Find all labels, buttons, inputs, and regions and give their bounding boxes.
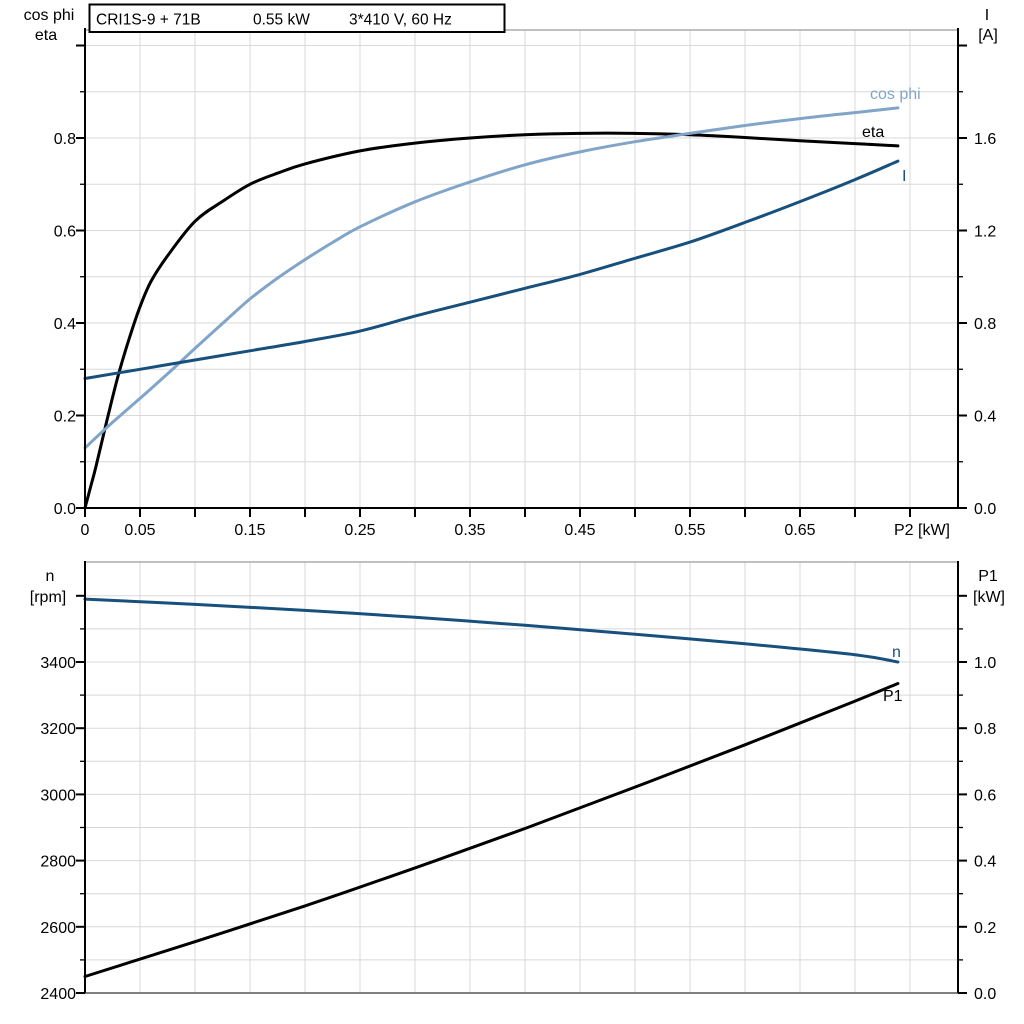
chart2-right-tick-label: 1.0	[974, 655, 996, 672]
chart1-left-axis-title-line1: cos phi	[24, 7, 75, 24]
chart1-x-tick-label: 0.45	[564, 522, 595, 539]
chart1-x-tick-label: 0.55	[674, 522, 705, 539]
tick-label-layer: 0 0.05 0.15 0.25 0.35 0.45 0.55 0.65 0.0 0.0 0.2 0.…	[40, 131, 996, 1003]
chart1-left-tick-label: 0.0	[54, 501, 76, 518]
chart2-right-tick-label: 0.0	[974, 986, 996, 1003]
chart1-left-tick-label: 0.6	[54, 224, 76, 241]
chart1-x-tick-label: 0.25	[344, 522, 375, 539]
curve-p1	[83, 682, 900, 978]
chart1-x-tick-label: 0	[81, 522, 90, 539]
chart1-right-axis-title-line1: I	[985, 7, 989, 24]
chart2-left-axis-title-line2: [rpm]	[30, 589, 66, 606]
chart1-left-axis-title-line2: eta	[35, 27, 57, 44]
chart1-x-tick-label: 0.65	[784, 522, 815, 539]
title-supply: 3*410 V, 60 Hz	[349, 12, 452, 29]
chart2-left-tick-label: 3200	[40, 721, 76, 738]
curve-eta	[83, 131, 900, 510]
chart1-left-tick-label: 0.4	[54, 316, 76, 333]
chart1-x-tick-label: 0.05	[124, 522, 155, 539]
chart2-left-tick-label: 3000	[40, 787, 76, 804]
curve-layer	[83, 106, 900, 978]
title-box-border	[88, 3, 506, 33]
axis-layer	[76, 28, 967, 994]
current-curve-label: I	[902, 168, 906, 185]
chart1-right-axis-title-line2: [A]	[978, 27, 998, 44]
chart2-right-axis-title-line1: P1	[978, 568, 998, 585]
curve-n	[83, 597, 900, 664]
grid-layer	[85, 30, 958, 993]
chart2-right-axis-title-line2: [kW]	[973, 589, 1005, 606]
chart1-right-tick-label: 0.4	[974, 409, 996, 426]
speed-curve-label: n	[892, 644, 901, 661]
chart2-left-tick-label: 2800	[40, 854, 76, 871]
chart2-left-tick-label: 3400	[40, 655, 76, 672]
chart2-right-tick-label: 0.8	[974, 721, 996, 738]
chart1-x-tick-label: 0.35	[454, 522, 485, 539]
chart2-right-tick-label: 0.6	[974, 787, 996, 804]
chart2-right-tick-label: 0.2	[974, 920, 996, 937]
chart1-right-tick-label: 0.8	[974, 316, 996, 333]
chart1-right-tick-label: 1.6	[974, 131, 996, 148]
cos-phi-curve-label: cos phi	[870, 86, 921, 103]
chart1-left-tick-label: 0.8	[54, 131, 76, 148]
chart2-left-tick-label: 2600	[40, 920, 76, 937]
title-box: CRI1S-9 + 71B 0.55 kW 3*410 V, 60 Hz	[88, 3, 506, 33]
chart1-right-tick-label: 1.2	[974, 224, 996, 241]
static-label-layer: cos phi eta I [A] n [rpm] P1 [kW] P2 [kW…	[24, 7, 1005, 705]
chart1-x-axis-title: P2 [kW]	[894, 522, 950, 539]
chart1-right-tick-label: 0.0	[974, 501, 996, 518]
p1-curve-label: P1	[883, 688, 903, 705]
title-power: 0.55 kW	[253, 12, 310, 29]
curve-i	[83, 159, 900, 380]
curve-cos-phi	[83, 106, 900, 450]
title-pump-name: CRI1S-9 + 71B	[96, 12, 201, 29]
chart2-left-tick-label: 2400	[40, 986, 76, 1003]
eta-curve-label: eta	[862, 124, 884, 141]
chart2-right-tick-label: 0.4	[974, 854, 996, 871]
chart1-left-tick-label: 0.2	[54, 409, 76, 426]
title-text: CRI1S-9 + 71B 0.55 kW 3*410 V, 60 Hz	[96, 12, 452, 29]
chart2-left-axis-title-line1: n	[46, 568, 55, 585]
chart1-x-tick-label: 0.15	[234, 522, 265, 539]
